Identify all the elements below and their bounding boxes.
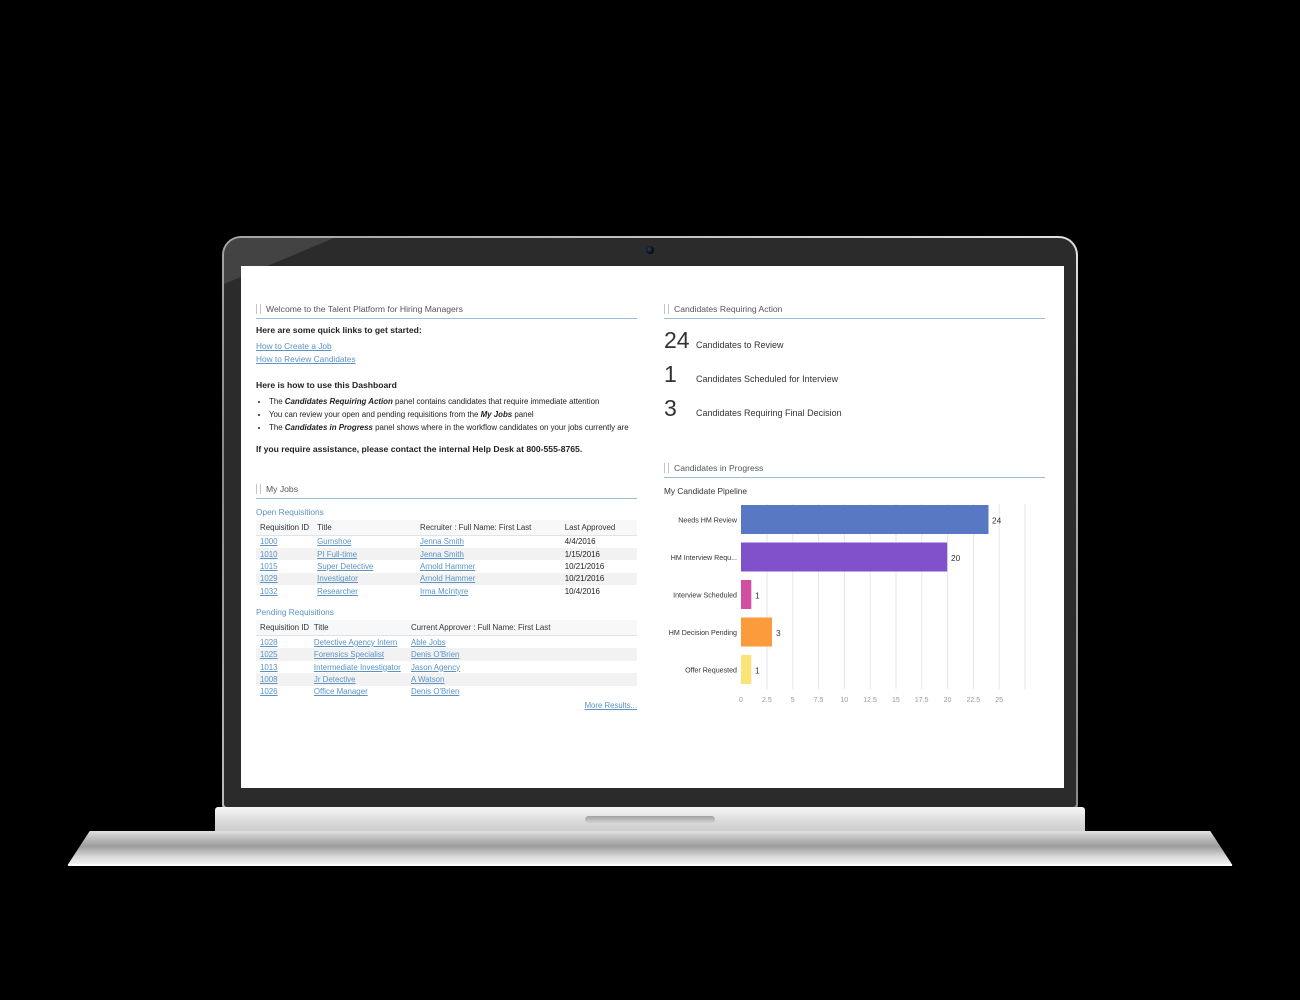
svg-text:22.5: 22.5 (966, 697, 980, 704)
svg-text:1: 1 (755, 591, 760, 601)
svg-text:HM Interview Requ...: HM Interview Requ... (671, 554, 737, 562)
svg-text:20: 20 (944, 697, 952, 704)
svg-text:25: 25 (995, 697, 1003, 704)
svg-text:3: 3 (776, 628, 781, 638)
svg-text:2.5: 2.5 (762, 697, 772, 704)
svg-text:Offer Requested: Offer Requested (685, 667, 737, 675)
svg-text:7.5: 7.5 (814, 697, 824, 704)
svg-text:5: 5 (791, 697, 795, 704)
svg-text:HM Decision Pending: HM Decision Pending (669, 629, 737, 637)
svg-text:10: 10 (840, 697, 848, 704)
svg-text:17.5: 17.5 (915, 697, 929, 704)
svg-text:20: 20 (951, 553, 961, 563)
svg-text:Interview Scheduled: Interview Scheduled (673, 592, 737, 600)
svg-text:12.5: 12.5 (863, 697, 877, 704)
svg-text:15: 15 (892, 697, 900, 704)
svg-text:1: 1 (755, 666, 760, 676)
svg-text:24: 24 (992, 516, 1002, 526)
svg-text:0: 0 (739, 697, 743, 704)
svg-text:Needs HM Review: Needs HM Review (678, 517, 738, 525)
